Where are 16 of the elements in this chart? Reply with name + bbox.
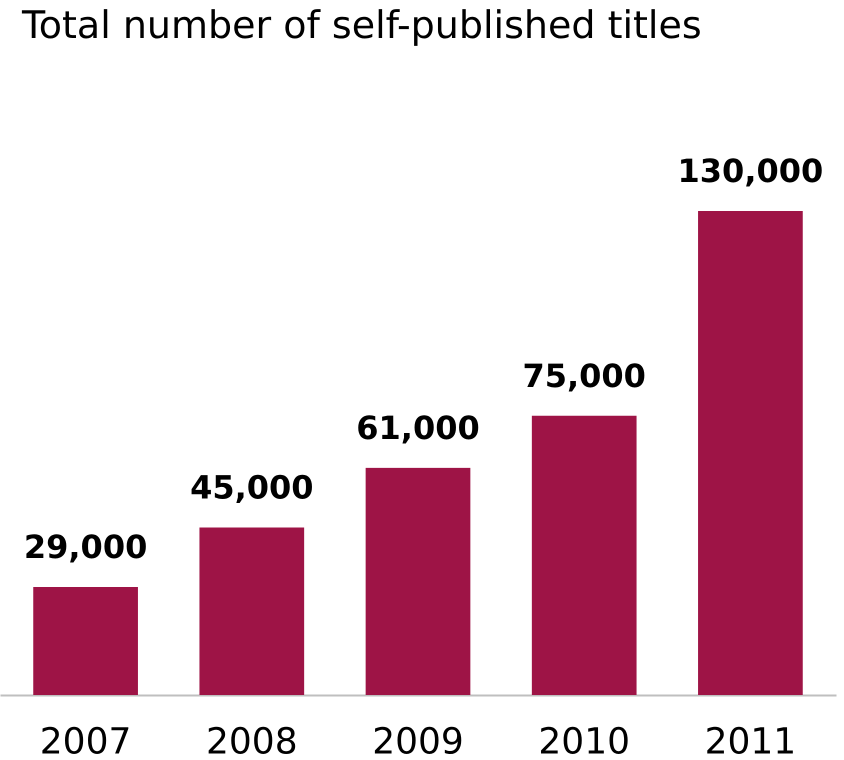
bar [532,416,637,695]
x-tick-label: 2009 [372,722,464,760]
bar [199,527,304,695]
data-label: 29,000 [24,528,148,566]
data-label: 130,000 [678,152,824,190]
bar [698,211,803,695]
bar [33,587,138,695]
bar [366,468,470,695]
x-tick-label: 2008 [206,722,298,760]
x-tick-label: 2010 [538,722,630,760]
data-label: 75,000 [522,356,646,395]
x-tick-label: 2007 [40,722,132,760]
data-label: 45,000 [190,468,314,506]
chart-title: Total number of self-published titles [21,3,702,47]
data-label: 61,000 [356,408,480,447]
x-tick-label: 2011 [704,722,796,760]
